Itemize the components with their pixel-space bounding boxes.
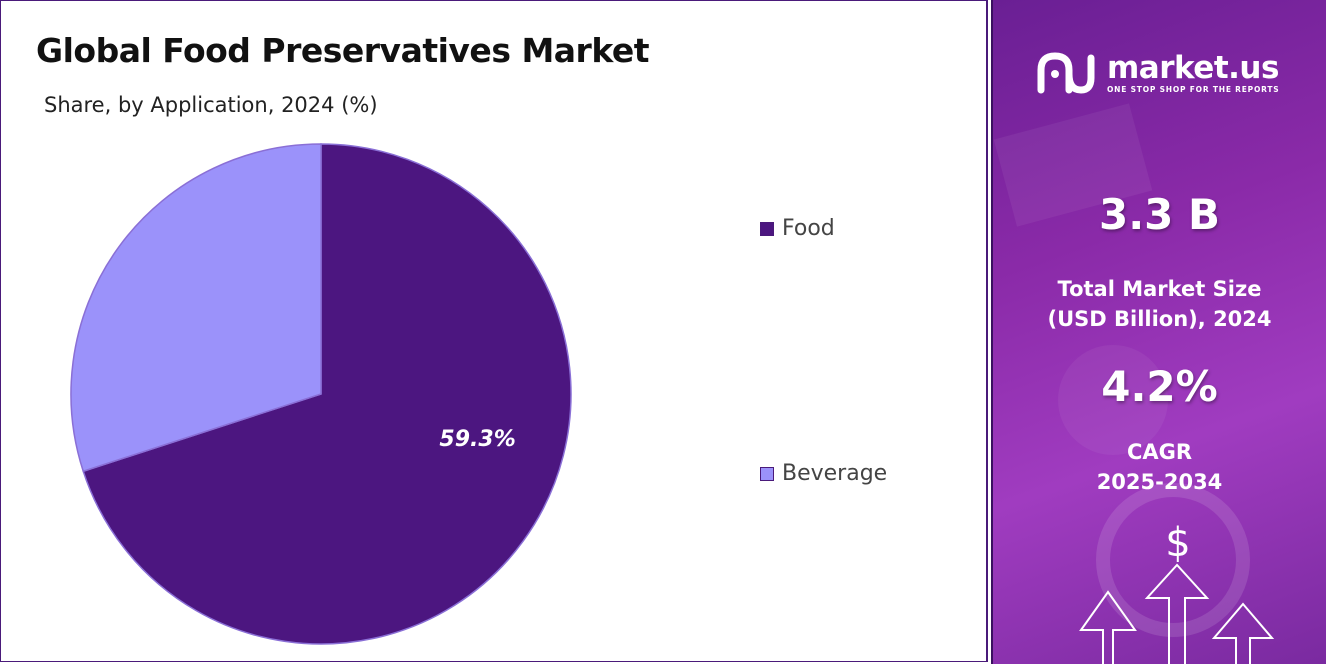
dollar-icon: $ [1165,520,1190,566]
pie-slice-beverage [70,143,322,473]
brand-name: market.us [1107,49,1279,86]
brand-logo: market.us ONE STOP SHOP FOR THE REPORTS [1035,50,1280,96]
chart-title: Global Food Preservatives Market [36,31,650,70]
background-decoration: $ [993,103,1275,664]
legend-item-food: Food [760,216,835,241]
legend-item-beverage: Beverage [760,461,887,486]
chart-subtitle: Share, by Application, 2024 (%) [44,93,378,117]
market-size-value: 3.3 B [1098,190,1221,239]
summary-panel: $ market.us ONE STOP SHOP FOR THE REPORT… [991,0,1326,664]
cagr-label-line1: CAGR [1126,440,1193,464]
pie-chart: 59.3% [70,143,572,645]
legend-swatch-food [760,221,774,236]
legend-label-beverage: Beverage [782,461,888,486]
market-size-label-line1: Total Market Size [1057,277,1262,301]
pie-slice-food [82,143,572,645]
chart-panel: Global Food Preservatives Market Share, … [0,0,988,662]
brand-tagline: ONE STOP SHOP FOR THE REPORTS [1107,84,1280,94]
legend-label-food: Food [782,216,835,241]
data-label-food: 59.3% [439,427,515,452]
market-us-logo-icon [1037,52,1095,94]
cagr-label-line2: 2025-2034 [1096,470,1223,494]
market-size-label-line2: (USD Billion), 2024 [1047,307,1272,331]
cagr-value: 4.2% [1101,362,1218,411]
legend-swatch-beverage [760,466,774,481]
